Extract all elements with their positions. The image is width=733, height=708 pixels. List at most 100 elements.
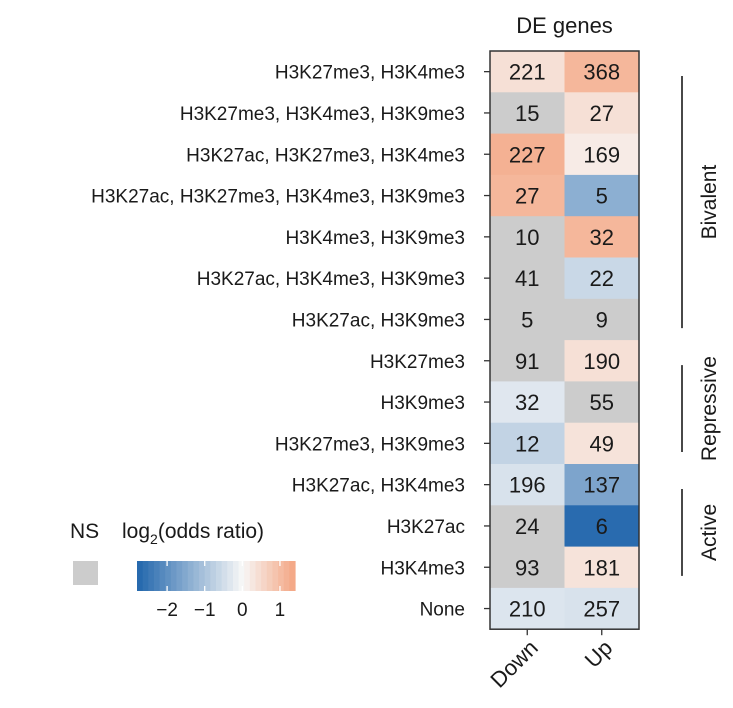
legend-colorbar-step-19 [244, 561, 251, 591]
legend-tick-label-0: −2 [156, 600, 178, 621]
cell-value-6-down: 5 [521, 307, 533, 332]
heatmap-cell-13-up [564, 587, 640, 630]
row-label-1: H3K27me3, H3K4me3, H3K9me3 [180, 104, 465, 125]
heatmap-cell-12-down [490, 546, 565, 589]
cell-value-3-up: 5 [596, 184, 608, 209]
cell-value-2-down: 227 [509, 142, 546, 167]
cell-value-12-down: 93 [515, 555, 539, 580]
row-label-12: H3K4me3 [381, 558, 466, 579]
cell-value-1-down: 15 [515, 101, 539, 126]
group-label-repressive: Repressive [698, 356, 721, 461]
cell-value-11-down: 24 [515, 514, 539, 539]
heatmap-cell-9-up [564, 422, 640, 465]
row-label-10: H3K27ac, H3K4me3 [292, 476, 465, 497]
cell-value-8-down: 32 [515, 390, 539, 415]
legend-title-suffix: (odds ratio) [158, 520, 264, 543]
cell-value-9-up: 49 [590, 431, 614, 456]
heatmap-cell-3-up [564, 174, 640, 217]
heatmap-cell-9-down [490, 422, 565, 465]
legend-colorbar-step-13 [210, 561, 217, 591]
legend-colorbar-step-3 [153, 561, 161, 591]
heatmap-cell-12-up [564, 546, 640, 589]
cell-value-5-down: 41 [515, 266, 539, 291]
heatmap-cell-11-up [564, 505, 640, 548]
row-label-6: H3K27ac, H3K9me3 [292, 310, 465, 331]
legend-colorbar-step-10 [193, 561, 200, 591]
cell-value-0-up: 368 [583, 60, 620, 85]
cell-value-5-up: 22 [590, 266, 614, 291]
group-brackets: Bivalent Repressive Active [681, 76, 721, 576]
heatmap-cell-0-up [564, 51, 640, 93]
heatmap-cell-6-up [564, 298, 640, 341]
cell-value-13-down: 210 [509, 597, 546, 622]
legend-colorbar-step-23 [266, 561, 274, 591]
cell-value-6-up: 9 [596, 307, 608, 332]
heatmap-cell-2-up [564, 133, 640, 176]
group-label-bivalent: Bivalent [698, 165, 721, 240]
legend-colorbar-step-0 [137, 561, 144, 591]
row-label-5: H3K27ac, H3K4me3, H3K9me3 [197, 269, 465, 290]
row-label-8: H3K9me3 [381, 393, 466, 414]
legend-colorbar-step-16 [227, 561, 234, 591]
heatmap-cell-5-up [564, 257, 640, 300]
legend-colorbar-step-12 [204, 561, 211, 591]
legend-colorbar-step-1 [142, 561, 149, 591]
cell-value-12-up: 181 [583, 555, 620, 580]
heatmap-cell-1-up [564, 92, 640, 135]
cell-value-7-up: 190 [583, 349, 620, 374]
legend-title-prefix: log [122, 520, 150, 543]
cell-value-8-up: 55 [590, 390, 614, 415]
heatmap-cell-1-down [490, 92, 565, 135]
legend-title: log2(odds ratio) [122, 520, 264, 547]
column-label-down: Down [485, 635, 542, 692]
heatmap-cell-8-down [490, 381, 565, 424]
column-label-up: Up [580, 635, 618, 673]
row-label-9: H3K27me3, H3K9me3 [275, 434, 465, 455]
row-labels: H3K27me3, H3K4me3 H3K27me3, H3K4me3, H3K9… [91, 63, 490, 621]
cell-value-11-up: 6 [596, 514, 608, 539]
legend-colorbar-step-8 [182, 561, 189, 591]
legend-colorbar-step-2 [148, 561, 155, 591]
legend-colorbar-step-4 [159, 561, 166, 591]
row-label-2: H3K27ac, H3K27me3, H3K4me3 [186, 145, 465, 166]
heatmap-cell-2-down [490, 133, 565, 176]
row-label-0: H3K27me3, H3K4me3 [275, 63, 465, 84]
heatmap-cell-4-down [490, 216, 565, 258]
group-label-active: Active [698, 504, 721, 561]
row-label-13: None [420, 600, 465, 621]
heatmap-cells: 221 368 15 27 227 169 27 5 10 32 41 22 5 9 91 190 32 55 12… [490, 51, 640, 630]
legend-colorbar-step-14 [216, 561, 223, 591]
row-label-7: H3K27me3 [370, 352, 465, 373]
legend-ns-label: NS [70, 520, 99, 543]
legend-colorbar-step-18 [238, 561, 245, 591]
heatmap-cell-11-down [490, 505, 565, 548]
heatmap-cell-6-down [490, 298, 565, 341]
cell-value-2-up: 169 [583, 142, 620, 167]
chart-title: DE genes [516, 13, 613, 38]
heatmap-cell-7-down [490, 340, 565, 382]
cell-value-10-up: 137 [583, 473, 620, 498]
legend-colorbar-step-5 [165, 561, 172, 591]
legend-colorbar-step-24 [272, 561, 279, 591]
legend-colorbar-step-20 [249, 561, 257, 591]
heatmap-cell-10-down [490, 464, 565, 506]
heatmap-cell-7-up [564, 340, 640, 382]
legend-colorbar-step-9 [187, 561, 195, 591]
cell-value-1-up: 27 [590, 101, 614, 126]
legend-colorbar-step-11 [199, 561, 206, 591]
heatmap-cell-3-down [490, 174, 565, 217]
cell-value-3-down: 27 [515, 184, 539, 209]
legend-ns-swatch [73, 561, 98, 585]
legend: NS log2(odds ratio) −2 −1 0 1 [70, 520, 296, 621]
row-label-11: H3K27ac [387, 517, 465, 538]
heatmap-cell-0-down [490, 51, 565, 93]
column-labels: Down Up [485, 629, 618, 693]
heatmap-cell-8-up [564, 381, 640, 424]
legend-colorbar-step-22 [261, 561, 268, 591]
heatmap-frame [489, 50, 640, 630]
legend-colorbar-step-21 [255, 561, 262, 591]
legend-colorbar-step-27 [289, 561, 296, 591]
legend-colorbar-step-25 [278, 561, 285, 591]
row-label-3: H3K27ac, H3K27me3, H3K4me3, H3K9me3 [91, 187, 465, 208]
